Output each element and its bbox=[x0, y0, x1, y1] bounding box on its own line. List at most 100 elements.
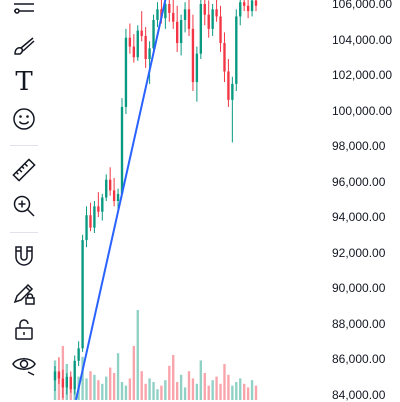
candle-body bbox=[65, 376, 69, 388]
candle bbox=[254, 0, 258, 12]
volume-bar bbox=[191, 378, 195, 400]
candle-body bbox=[144, 35, 147, 60]
candle-body bbox=[152, 19, 155, 49]
emoji-icon[interactable] bbox=[8, 103, 40, 135]
candle bbox=[97, 192, 100, 217]
price-chart[interactable] bbox=[48, 0, 330, 400]
volume-bar bbox=[140, 371, 143, 400]
candle bbox=[246, 0, 250, 19]
fib-retracement-icon[interactable] bbox=[8, 0, 40, 20]
candle-body bbox=[73, 360, 76, 390]
candle bbox=[69, 371, 72, 393]
candle bbox=[81, 234, 84, 352]
volume-bar bbox=[81, 356, 84, 400]
volume-bar bbox=[112, 373, 116, 400]
candle-body bbox=[235, 16, 238, 84]
candle bbox=[148, 41, 151, 84]
volume-bar bbox=[235, 382, 238, 400]
price-axis-label: 106,000.00 bbox=[332, 0, 393, 11]
candle-body bbox=[148, 48, 151, 60]
volume-bar bbox=[175, 382, 179, 400]
candle bbox=[140, 11, 143, 42]
candle-body bbox=[219, 16, 222, 44]
volume-bar bbox=[183, 387, 187, 400]
candle bbox=[187, 0, 191, 36]
candle bbox=[53, 366, 57, 391]
price-axis-label: 96,000.00 bbox=[332, 174, 386, 189]
candle-body bbox=[242, 2, 246, 6]
price-axis-label: 104,000.00 bbox=[332, 32, 393, 47]
volume-bar bbox=[231, 385, 234, 400]
candle-body bbox=[254, 0, 258, 6]
volume-bar bbox=[57, 373, 61, 400]
volume-bar bbox=[89, 371, 92, 400]
candle-body bbox=[112, 190, 116, 202]
candle-body bbox=[207, 14, 210, 29]
candle bbox=[93, 201, 96, 233]
price-axis-label: 100,000.00 bbox=[332, 103, 393, 118]
candle bbox=[172, 0, 175, 29]
candle-body bbox=[187, 9, 191, 29]
volume-bar bbox=[97, 380, 100, 400]
candle-body bbox=[231, 83, 234, 100]
volume-bar bbox=[211, 380, 214, 400]
volume-bar bbox=[132, 346, 136, 400]
candle bbox=[215, 0, 218, 22]
candle bbox=[203, 0, 206, 26]
candle-body bbox=[116, 193, 120, 202]
candle-body bbox=[227, 71, 230, 100]
candle-body bbox=[223, 43, 226, 72]
volume-bar bbox=[144, 383, 147, 400]
candle-body bbox=[85, 215, 88, 241]
price-axis-label: 92,000.00 bbox=[332, 245, 386, 260]
candle-body bbox=[105, 179, 108, 198]
volume-bar bbox=[195, 383, 199, 400]
candle bbox=[223, 32, 226, 83]
candle-body bbox=[69, 376, 72, 390]
candle-body bbox=[175, 21, 179, 44]
candle bbox=[195, 46, 199, 102]
volume-bar bbox=[128, 378, 132, 400]
volume-bar bbox=[242, 383, 246, 400]
lock-drawings-icon[interactable] bbox=[8, 277, 40, 309]
volume-bar bbox=[101, 383, 104, 400]
candle-body bbox=[211, 9, 214, 29]
magnet-icon[interactable] bbox=[8, 240, 40, 272]
candle-body bbox=[168, 4, 171, 13]
brush-icon[interactable] bbox=[8, 30, 40, 62]
zoom-in-icon[interactable] bbox=[8, 190, 40, 222]
candle bbox=[152, 14, 155, 54]
volume-bar bbox=[227, 374, 230, 400]
candle-body bbox=[195, 53, 199, 83]
candle bbox=[191, 14, 195, 91]
candle bbox=[144, 27, 147, 68]
candle bbox=[136, 25, 139, 61]
candle-body bbox=[136, 30, 139, 58]
candle bbox=[105, 174, 108, 202]
candle bbox=[242, 0, 246, 12]
volume-bar bbox=[199, 360, 203, 400]
candle bbox=[199, 0, 203, 60]
candle bbox=[168, 0, 171, 22]
volume-bar bbox=[116, 353, 120, 400]
ruler-icon[interactable] bbox=[8, 154, 40, 186]
candle-body bbox=[77, 348, 80, 361]
volume-bar bbox=[187, 371, 191, 400]
eye-hide-icon[interactable] bbox=[8, 348, 40, 380]
candle-body bbox=[101, 197, 104, 212]
candle bbox=[183, 2, 187, 33]
trendline[interactable] bbox=[75, 0, 167, 400]
volume-bar bbox=[85, 378, 88, 400]
volume-bar bbox=[239, 378, 242, 400]
text-icon[interactable]: T bbox=[8, 66, 40, 98]
volume-bar bbox=[219, 383, 222, 400]
toolbar-divider bbox=[10, 145, 38, 146]
candle-body bbox=[120, 106, 124, 194]
candle bbox=[77, 341, 80, 367]
candle-body bbox=[57, 371, 61, 379]
candlesticks bbox=[53, 0, 258, 399]
candle bbox=[235, 9, 238, 91]
candle-body bbox=[250, 0, 254, 12]
unlock-icon[interactable] bbox=[8, 313, 40, 345]
price-axis[interactable]: 106,000.00 104,000.00 102,000.00 100,000.00… bbox=[330, 0, 400, 402]
